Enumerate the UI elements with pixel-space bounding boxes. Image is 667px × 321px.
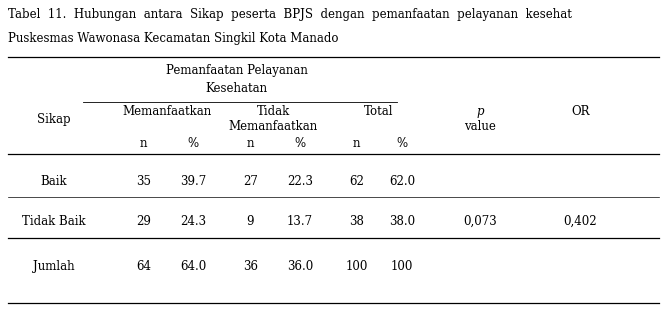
Text: 100: 100: [346, 260, 368, 273]
Text: 36: 36: [243, 260, 257, 273]
Text: Total: Total: [364, 105, 394, 118]
Text: 62.0: 62.0: [389, 175, 416, 188]
Text: Memanfaatkan: Memanfaatkan: [229, 120, 318, 133]
Text: 35: 35: [136, 175, 151, 188]
Text: Pemanfaatan Pelayanan: Pemanfaatan Pelayanan: [166, 64, 307, 77]
Text: Tidak: Tidak: [257, 105, 290, 118]
Text: Jumlah: Jumlah: [33, 260, 74, 273]
Text: n: n: [353, 137, 361, 150]
Text: Tidak Baik: Tidak Baik: [21, 215, 85, 228]
Text: n: n: [139, 137, 147, 150]
Text: 64.0: 64.0: [180, 260, 207, 273]
Text: 9: 9: [246, 215, 254, 228]
Text: %: %: [397, 137, 408, 150]
Text: 38.0: 38.0: [389, 215, 416, 228]
Text: 38: 38: [350, 215, 364, 228]
Text: Sikap: Sikap: [37, 113, 70, 126]
Text: 27: 27: [243, 175, 257, 188]
Text: Memanfaatkan: Memanfaatkan: [122, 105, 211, 118]
Text: 29: 29: [136, 215, 151, 228]
Text: value: value: [464, 120, 496, 133]
Text: p: p: [476, 105, 484, 118]
Text: 0,402: 0,402: [564, 215, 597, 228]
Text: Baik: Baik: [40, 175, 67, 188]
Text: 39.7: 39.7: [180, 175, 207, 188]
Text: Tabel  11.  Hubungan  antara  Sikap  peserta  BPJS  dengan  pemanfaatan  pelayan: Tabel 11. Hubungan antara Sikap peserta …: [8, 8, 572, 21]
Text: n: n: [246, 137, 254, 150]
Text: 36.0: 36.0: [287, 260, 313, 273]
Text: 24.3: 24.3: [180, 215, 207, 228]
Text: 100: 100: [391, 260, 414, 273]
Text: 22.3: 22.3: [287, 175, 313, 188]
Text: %: %: [188, 137, 199, 150]
Text: %: %: [295, 137, 305, 150]
Text: 62: 62: [350, 175, 364, 188]
Text: 64: 64: [136, 260, 151, 273]
Text: Puskesmas Wawonasa Kecamatan Singkil Kota Manado: Puskesmas Wawonasa Kecamatan Singkil Kot…: [8, 32, 339, 45]
Text: 0,073: 0,073: [464, 215, 497, 228]
Text: Kesehatan: Kesehatan: [205, 82, 268, 95]
Text: OR: OR: [571, 105, 590, 118]
Text: 13.7: 13.7: [287, 215, 313, 228]
